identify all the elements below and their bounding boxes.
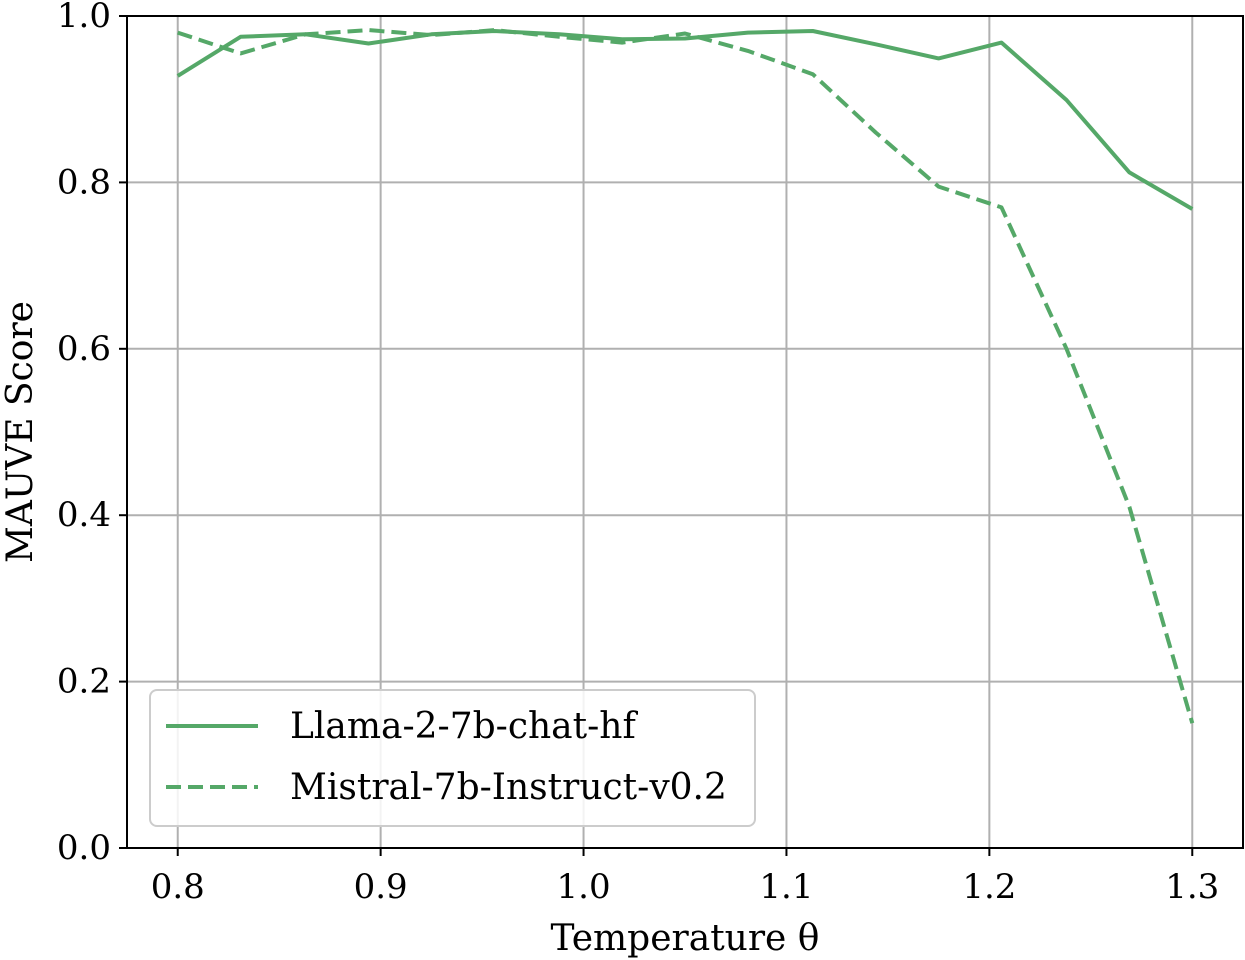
y-axis-title: MAUVE Score <box>0 301 41 563</box>
legend-label-mistral: Mistral-7b-Instruct-v0.2 <box>290 767 727 808</box>
series-line-llama <box>176 29 1194 211</box>
x-tick-label: 1.1 <box>759 867 813 907</box>
series-lines <box>176 28 1195 724</box>
series-line-mistral <box>177 28 1195 724</box>
legend-label-llama: Llama-2-7b-chat-hf <box>290 706 638 747</box>
x-axis-title: Temperature θ <box>551 918 820 959</box>
y-tick-label: 0.2 <box>57 662 111 702</box>
legend: Llama-2-7b-chat-hf Mistral-7b-Instruct-v… <box>149 689 756 827</box>
x-tick-label: 0.8 <box>151 867 205 907</box>
x-tick-label: 0.9 <box>354 867 408 907</box>
x-tick-label: 1.0 <box>557 867 611 907</box>
x-tick-label: 1.3 <box>1165 867 1219 907</box>
y-tick-label: 0.6 <box>57 329 111 369</box>
x-tick-label: 1.2 <box>962 867 1016 907</box>
plot-frame <box>126 15 1244 849</box>
y-tick-label: 0.0 <box>57 828 111 868</box>
y-tick-label: 1.0 <box>57 0 111 36</box>
y-tick-label: 0.4 <box>57 495 111 535</box>
axis-ticks: 0.8 0.9 1.0 1.1 1.2 1.3 0.0 0.2 0.4 0.6 0.8 1.0 <box>57 0 1219 907</box>
legend-box <box>149 689 756 827</box>
y-tick-label: 0.8 <box>57 162 111 202</box>
